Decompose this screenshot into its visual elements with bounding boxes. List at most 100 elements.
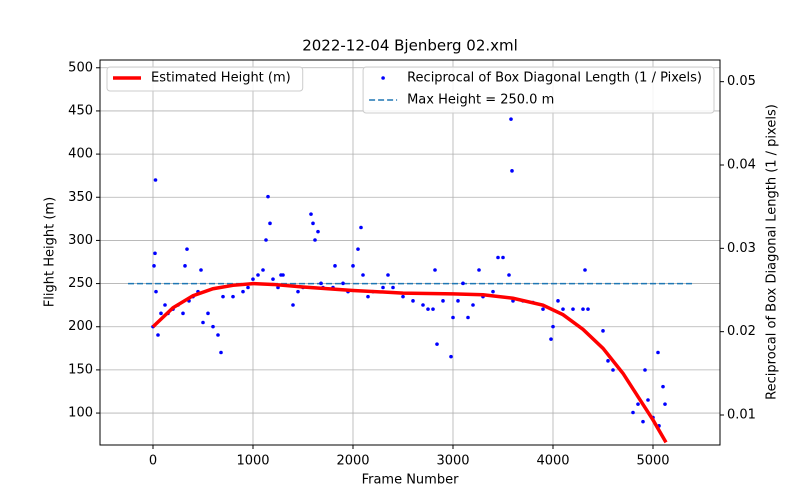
- scatter-point: [296, 289, 300, 294]
- scatter-point: [571, 307, 575, 311]
- scatter-point: [510, 169, 514, 173]
- scatter-point: [583, 268, 587, 272]
- y-tick-label: 300: [68, 233, 93, 248]
- scatter-point: [221, 294, 225, 299]
- scatter-point: [356, 247, 360, 251]
- y-tick-label: 150: [68, 362, 93, 377]
- scatter-point: [291, 303, 295, 307]
- legend-label: Reciprocal of Box Diagonal Length (1 / P…: [407, 71, 702, 86]
- scatter-point: [631, 410, 635, 415]
- scatter-point: [154, 289, 158, 294]
- scatter-point: [199, 268, 203, 272]
- scatter-point: [359, 225, 363, 230]
- scatter-point: [421, 303, 425, 307]
- scatter-point: [266, 194, 270, 199]
- scatter-point: [206, 311, 210, 316]
- x-tick-label: 2000: [336, 454, 369, 469]
- y2-tick-label: 0.05: [727, 74, 756, 89]
- scatter-point: [601, 329, 605, 333]
- y-tick-label: 250: [68, 276, 93, 291]
- scatter-point: [606, 359, 610, 363]
- scatter-point: [201, 320, 205, 325]
- scatter-point: [549, 337, 553, 341]
- scatter-point: [333, 264, 337, 268]
- scatter-point: [386, 273, 390, 277]
- scatter-point: [251, 277, 255, 281]
- scatter-point: [581, 307, 585, 311]
- scatter-point: [231, 294, 235, 299]
- scatter-point: [451, 315, 455, 320]
- y2-tick-label: 0.02: [727, 324, 756, 339]
- y-tick-label: 500: [68, 60, 93, 75]
- scatter-point: [183, 264, 187, 268]
- scatter-point: [636, 402, 640, 406]
- scatter-point: [153, 178, 158, 182]
- y-tick-label: 400: [68, 147, 93, 162]
- scatter-point: [431, 307, 435, 311]
- y-tick-label: 450: [68, 103, 93, 118]
- scatter-point: [319, 281, 323, 286]
- scatter-point: [211, 324, 215, 329]
- y2-tick-label: 0.04: [727, 158, 756, 173]
- scatter-point: [501, 255, 505, 260]
- scatter-point: [491, 289, 495, 294]
- scatter-point: [641, 419, 645, 424]
- scatter-point: [466, 315, 470, 320]
- x-tick-label: 0: [149, 454, 157, 469]
- y-tick-label: 200: [68, 319, 93, 334]
- scatter-point: [366, 294, 370, 299]
- scatter-point: [313, 238, 317, 242]
- x-tick-label: 3000: [436, 454, 469, 469]
- y2-tick-label: 0.01: [727, 408, 756, 423]
- scatter-point: [477, 268, 481, 272]
- scatter-point: [561, 307, 565, 311]
- scatter-point: [471, 303, 475, 307]
- scatter-point: [241, 289, 245, 294]
- scatter-point: [661, 384, 665, 389]
- scatter-point: [361, 273, 365, 277]
- scatter-point: [316, 229, 320, 234]
- scatter-point: [381, 285, 385, 290]
- scatter-point: [256, 273, 260, 277]
- scatter-point: [153, 251, 157, 256]
- y-tick-label: 100: [68, 406, 93, 421]
- y2-tick-label: 0.03: [727, 241, 756, 256]
- scatter-point: [509, 117, 513, 121]
- legend: Estimated Height (m): [106, 66, 304, 92]
- scatter-point: [163, 303, 167, 307]
- scatter-point: [216, 333, 220, 337]
- y-tick-label: 350: [68, 190, 93, 205]
- scatter-point: [159, 311, 163, 316]
- scatter-point: [426, 307, 430, 311]
- x-axis-label: Frame Number: [362, 473, 460, 488]
- scatter-point: [611, 368, 615, 372]
- scatter-point: [656, 350, 660, 355]
- scatter-point: [271, 277, 275, 281]
- scatter-point: [663, 402, 667, 406]
- scatter-point: [643, 368, 647, 372]
- scatter-point: [219, 350, 223, 355]
- scatter-point: [181, 311, 185, 316]
- scatter-point: [401, 294, 405, 299]
- scatter-point: [309, 212, 313, 216]
- legend-label: Max Height = 250.0 m: [407, 93, 554, 108]
- plot-frame: [99, 59, 721, 446]
- scatter-point: [391, 285, 395, 290]
- scatter-point: [541, 307, 545, 311]
- scatter-point: [556, 299, 560, 303]
- chart-title: 2022-12-04 Bjenberg 02.xml: [302, 37, 518, 55]
- line-series: [151, 281, 668, 444]
- scatter-point: [496, 255, 500, 260]
- scatter-point: [646, 398, 650, 402]
- legend-marker: [381, 76, 385, 80]
- scatter-point: [351, 264, 355, 268]
- scatter-point: [264, 238, 268, 242]
- legend-label: Estimated Height (m): [151, 71, 291, 86]
- scatter-point: [311, 221, 315, 226]
- scatter-point: [185, 247, 189, 251]
- scatter-point: [435, 342, 439, 346]
- scatter-point: [341, 281, 345, 286]
- legend-box: [362, 66, 715, 114]
- scatter-point: [156, 333, 160, 337]
